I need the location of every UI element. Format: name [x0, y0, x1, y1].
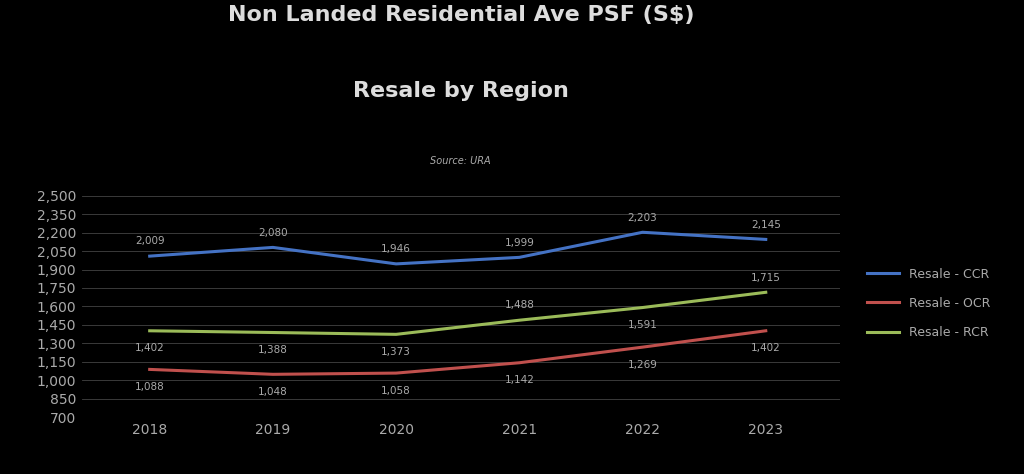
- Text: 1,999: 1,999: [505, 237, 535, 247]
- Text: 1,488: 1,488: [505, 301, 535, 310]
- Resale - OCR: [267, 372, 280, 377]
- Text: 1,946: 1,946: [381, 244, 411, 254]
- Text: 1,373: 1,373: [381, 347, 411, 357]
- Resale - CCR: [760, 237, 772, 242]
- Resale - RCR: [513, 318, 525, 323]
- Text: 1,591: 1,591: [628, 320, 657, 330]
- Text: 1,402: 1,402: [135, 343, 165, 353]
- Text: 1,388: 1,388: [258, 345, 288, 355]
- Text: 2,203: 2,203: [628, 212, 657, 223]
- Resale - CCR: [513, 255, 525, 260]
- Resale - OCR: [143, 366, 156, 372]
- Text: 1,142: 1,142: [505, 375, 535, 385]
- Resale - OCR: [760, 328, 772, 334]
- Resale - CCR: [143, 253, 156, 259]
- Resale - RCR: [267, 329, 280, 335]
- Text: 1,058: 1,058: [381, 385, 411, 396]
- Line: Resale - RCR: Resale - RCR: [150, 292, 766, 334]
- Resale - CCR: [267, 245, 280, 250]
- Text: 1,269: 1,269: [628, 360, 657, 370]
- Text: 2,145: 2,145: [751, 219, 780, 230]
- Text: Non Landed Residential Ave PSF (S$): Non Landed Residential Ave PSF (S$): [227, 5, 694, 25]
- Text: Resale by Region: Resale by Region: [353, 81, 568, 100]
- Resale - RCR: [390, 331, 402, 337]
- Text: Source: URA: Source: URA: [430, 156, 492, 166]
- Text: 1,715: 1,715: [751, 273, 780, 283]
- Resale - OCR: [513, 360, 525, 365]
- Resale - CCR: [390, 261, 402, 267]
- Resale - CCR: [636, 229, 648, 235]
- Text: 1,088: 1,088: [135, 382, 165, 392]
- Line: Resale - CCR: Resale - CCR: [150, 232, 766, 264]
- Resale - RCR: [143, 328, 156, 334]
- Resale - RCR: [636, 305, 648, 310]
- Legend: Resale - CCR, Resale - OCR, Resale - RCR: Resale - CCR, Resale - OCR, Resale - RCR: [861, 261, 996, 346]
- Line: Resale - OCR: Resale - OCR: [150, 331, 766, 374]
- Text: 1,402: 1,402: [751, 343, 780, 353]
- Text: 2,080: 2,080: [258, 228, 288, 237]
- Text: 1,048: 1,048: [258, 387, 288, 397]
- Resale - OCR: [390, 370, 402, 376]
- Text: 2,009: 2,009: [135, 237, 165, 246]
- Resale - RCR: [760, 290, 772, 295]
- Resale - OCR: [636, 344, 648, 350]
